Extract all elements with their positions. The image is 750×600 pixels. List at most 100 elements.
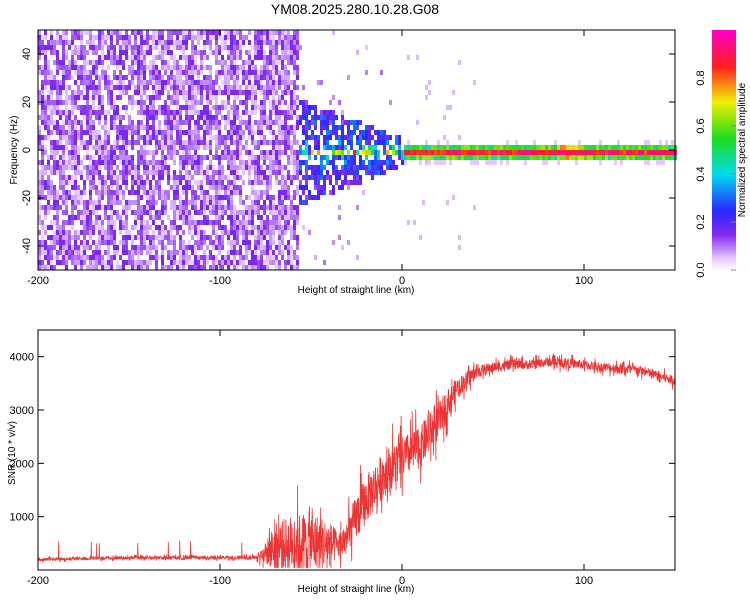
spectrogram-cell bbox=[152, 235, 155, 240]
spectrogram-cell bbox=[575, 145, 578, 150]
spectrogram-cell bbox=[239, 185, 242, 190]
colorbar-band bbox=[712, 160, 736, 162]
spectrogram-cell bbox=[230, 215, 233, 220]
spectrogram-cell bbox=[311, 130, 314, 135]
colorbar-band bbox=[712, 95, 736, 97]
colorbar-band bbox=[712, 104, 736, 106]
spectrogram-cell bbox=[50, 225, 53, 230]
spectrogram-cell bbox=[455, 145, 458, 150]
spectrogram-cell bbox=[74, 165, 77, 170]
spectrogram-cell bbox=[284, 150, 287, 155]
spectrogram-cell bbox=[218, 160, 221, 165]
colorbar-band bbox=[712, 164, 736, 166]
spectrogram-cell bbox=[140, 210, 143, 215]
spectrogram-cell bbox=[221, 35, 224, 40]
spectrogram-cell bbox=[191, 85, 194, 90]
spectrogram-cell bbox=[263, 70, 266, 75]
spectrogram-cell bbox=[167, 95, 170, 100]
spectrogram-cell bbox=[161, 170, 164, 175]
spectrogram-cell bbox=[278, 180, 281, 185]
spectrogram-cell bbox=[269, 210, 272, 215]
spectrogram-cell bbox=[146, 190, 149, 195]
spectrogram-cell bbox=[236, 235, 239, 240]
spectrogram-cell bbox=[221, 100, 224, 105]
spectrogram-cell bbox=[284, 245, 287, 250]
colorbar-band bbox=[712, 241, 736, 243]
spectrogram-cell bbox=[500, 145, 503, 150]
spectrogram-cell bbox=[122, 260, 125, 265]
spectrogram-cell bbox=[308, 165, 311, 170]
colorbar-band bbox=[712, 127, 736, 129]
spectrogram-cell bbox=[323, 120, 326, 125]
spectrogram-cell bbox=[110, 115, 113, 120]
spectrogram-cell bbox=[305, 175, 308, 180]
spectrogram-cell bbox=[185, 110, 188, 115]
spectrogram-cell bbox=[224, 190, 227, 195]
spectrogram-cell bbox=[233, 150, 236, 155]
spectrogram-cell bbox=[203, 65, 206, 70]
spectrogram-cell bbox=[233, 185, 236, 190]
spectrogram-cell bbox=[257, 175, 260, 180]
spectrogram-cell bbox=[263, 230, 266, 235]
spectrogram-cell bbox=[374, 150, 377, 155]
spectrogram-cell bbox=[347, 75, 350, 80]
spectrogram-cell bbox=[263, 155, 266, 160]
spectrogram-cell bbox=[80, 145, 83, 150]
spectrogram-cell bbox=[215, 40, 218, 45]
spectrogram-cell bbox=[263, 170, 266, 175]
spectrogram-cell bbox=[125, 160, 128, 165]
spectrogram-cell bbox=[65, 255, 68, 260]
spectrogram-cell bbox=[134, 45, 137, 50]
colorbar-band bbox=[712, 220, 736, 222]
spectrogram-cell bbox=[287, 60, 290, 65]
colorbar-band bbox=[712, 100, 736, 102]
spectrogram-cell bbox=[203, 40, 206, 45]
spectrogram-cell bbox=[281, 140, 284, 145]
spectrogram-cell bbox=[377, 170, 380, 175]
spectrogram-cell bbox=[245, 265, 248, 270]
spectrogram-cell bbox=[65, 250, 68, 255]
spectrogram-cell bbox=[596, 145, 599, 150]
spectrogram-cell bbox=[230, 210, 233, 215]
spectrogram-cell bbox=[215, 260, 218, 265]
spectrogram-cell bbox=[416, 155, 419, 160]
spectrogram-cell bbox=[38, 70, 41, 75]
spectrogram-cell bbox=[293, 135, 296, 140]
spectrogram-cell bbox=[197, 185, 200, 190]
spectrogram-cell bbox=[524, 145, 527, 150]
spectrogram-cell bbox=[98, 150, 101, 155]
spectrogram-cell bbox=[86, 115, 89, 120]
spectrogram-cell bbox=[326, 130, 329, 135]
spectrogram-cell bbox=[161, 45, 164, 50]
spectrogram-cell bbox=[47, 245, 50, 250]
spectrogram-cell bbox=[263, 135, 266, 140]
spectrogram-cell bbox=[200, 205, 203, 210]
spectrogram-cell bbox=[209, 110, 212, 115]
spectrogram-cell bbox=[224, 175, 227, 180]
spectrogram-cell bbox=[125, 50, 128, 55]
spectrogram-cell bbox=[107, 155, 110, 160]
spectrogram-cell bbox=[203, 110, 206, 115]
spectrogram-cell bbox=[245, 75, 248, 80]
colorbar-band bbox=[712, 44, 736, 46]
spectrogram-cell bbox=[266, 70, 269, 75]
spectrogram-cell bbox=[281, 30, 284, 35]
spectrogram-cell bbox=[179, 80, 182, 85]
spectrogram-cell bbox=[101, 190, 104, 195]
spectrogram-cell bbox=[131, 255, 134, 260]
spectrogram-cell bbox=[44, 80, 47, 85]
spectrogram-cell bbox=[251, 85, 254, 90]
colorbar-band bbox=[712, 151, 736, 153]
spectrogram-cell bbox=[239, 135, 242, 140]
spectrogram-cell bbox=[635, 155, 638, 160]
spectrogram-cell bbox=[122, 80, 125, 85]
spectrogram-cell bbox=[47, 45, 50, 50]
spectrogram-cell bbox=[146, 140, 149, 145]
spectrogram-cell bbox=[515, 150, 518, 155]
spectrogram-cell bbox=[266, 250, 269, 255]
spectrogram-cell bbox=[233, 140, 236, 145]
spectrogram-cell bbox=[566, 145, 569, 150]
colorbar-gradient bbox=[712, 30, 736, 271]
spectrogram-cell bbox=[227, 175, 230, 180]
spectrogram-cell bbox=[251, 185, 254, 190]
